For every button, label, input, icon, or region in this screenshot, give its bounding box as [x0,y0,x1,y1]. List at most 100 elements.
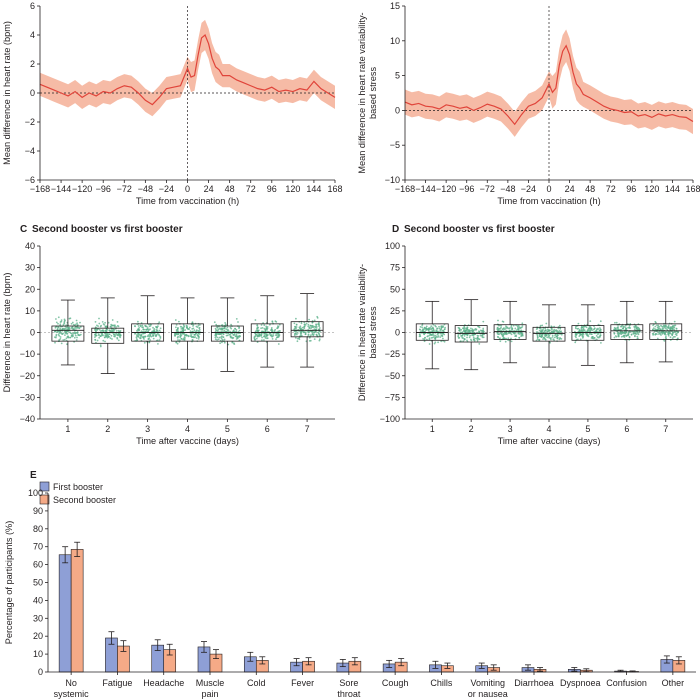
data-point [667,324,670,327]
data-point [263,339,265,341]
data-point [550,338,552,341]
y-tick-label: 10 [33,649,43,659]
data-point [508,329,511,332]
data-point [295,324,298,326]
y-tick-label: −4 [25,146,35,156]
x-tick-label: Cough [382,678,409,688]
data-point [101,333,104,336]
data-point [581,337,584,339]
data-point [108,329,111,332]
data-point [633,326,635,328]
data-point [75,327,77,330]
data-point [175,324,178,326]
data-point [235,330,238,333]
data-point [597,333,600,335]
data-point [599,327,601,329]
data-point [551,328,553,331]
data-point [189,330,192,333]
data-point [551,334,554,337]
data-point [63,330,66,333]
legend-label: First booster [53,482,103,492]
data-point [233,343,236,345]
data-point [59,331,62,333]
data-point [576,327,579,330]
data-point [482,327,485,330]
data-point [545,322,548,325]
data-point [277,325,280,328]
data-point [216,336,219,339]
data-point [306,330,309,333]
data-point [443,328,446,331]
data-point [194,333,196,336]
data-point [277,343,280,345]
data-point [634,324,637,327]
y-axis-label: Difference in heart rate variability- [357,264,367,401]
data-point [174,332,176,335]
data-point [548,329,551,332]
data-point [595,330,597,333]
data-point [137,328,140,330]
data-point [142,326,145,329]
data-point [441,329,444,332]
data-point [69,332,72,334]
data-point [111,319,114,321]
data-point [79,326,82,328]
data-point [435,335,438,338]
data-point [178,320,180,323]
data-point [544,338,547,341]
data-point [553,328,556,331]
data-point [599,335,601,338]
data-point [457,334,460,337]
data-point [498,327,500,330]
data-point [221,324,224,326]
x-tick-label: 144 [665,184,680,194]
data-point [279,330,281,332]
data-point [57,316,60,319]
data-point [515,335,518,338]
data-point [504,328,506,331]
data-point [270,328,273,331]
x-tick-label: 5 [225,424,230,434]
data-point [548,336,550,339]
data-point [439,330,441,332]
data-point [590,333,593,335]
data-point [62,339,65,341]
data-point [94,329,97,332]
data-point [227,328,229,331]
data-point [70,322,73,325]
data-point [463,338,466,340]
data-point [260,327,262,330]
data-point [506,327,508,330]
data-point [619,325,622,328]
data-point [264,329,267,332]
data-point [55,318,57,320]
x-tick-label: −72 [117,184,132,194]
data-point [182,338,185,341]
data-point [471,334,473,337]
data-point [579,332,582,335]
data-point [196,326,199,328]
data-point [655,321,657,324]
data-point [599,320,602,323]
data-point [614,328,617,330]
data-point [77,334,80,336]
data-point [66,343,68,346]
x-tick-label: −96 [96,184,111,194]
data-point [536,338,539,340]
data-point [112,329,115,332]
data-point [256,327,259,330]
data-point [472,336,475,339]
data-point [115,326,117,328]
data-point [425,329,427,332]
data-point [300,322,303,325]
data-point [597,323,600,326]
data-point [307,334,310,336]
x-tick-label: −48 [138,184,153,194]
mean-difference-line [39,34,336,106]
data-point [119,334,122,336]
x-tick-label: 24 [565,184,575,194]
data-point [613,336,616,339]
data-point [217,338,220,341]
data-point [195,332,198,335]
data-point [620,332,623,334]
